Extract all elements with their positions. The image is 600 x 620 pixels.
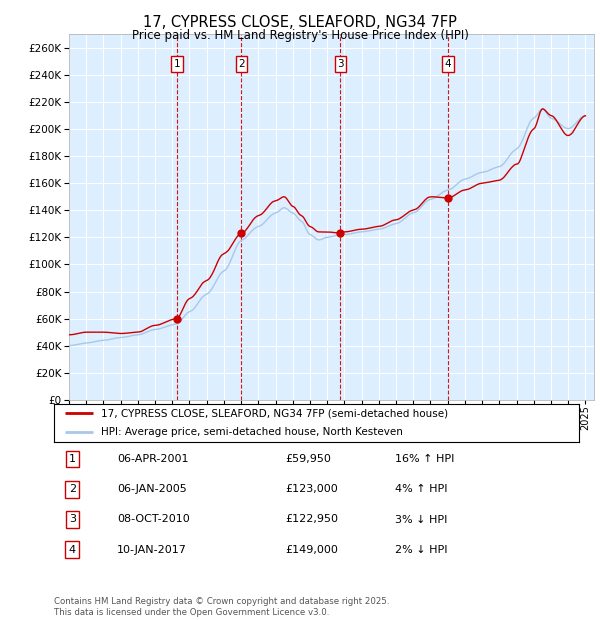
Text: 06-JAN-2005: 06-JAN-2005 xyxy=(117,484,187,494)
Text: 2: 2 xyxy=(69,484,76,494)
Text: 3: 3 xyxy=(337,59,344,69)
Text: 3: 3 xyxy=(69,515,76,525)
Text: 2: 2 xyxy=(238,59,245,69)
Text: 17, CYPRESS CLOSE, SLEAFORD, NG34 7FP: 17, CYPRESS CLOSE, SLEAFORD, NG34 7FP xyxy=(143,15,457,30)
Text: 16% ↑ HPI: 16% ↑ HPI xyxy=(395,454,455,464)
Text: 2% ↓ HPI: 2% ↓ HPI xyxy=(395,545,448,555)
Text: 06-APR-2001: 06-APR-2001 xyxy=(117,454,188,464)
Text: Price paid vs. HM Land Registry's House Price Index (HPI): Price paid vs. HM Land Registry's House … xyxy=(131,29,469,42)
Text: 4: 4 xyxy=(445,59,452,69)
Text: £122,950: £122,950 xyxy=(285,515,338,525)
Text: 4: 4 xyxy=(69,545,76,555)
Text: 10-JAN-2017: 10-JAN-2017 xyxy=(117,545,187,555)
Text: 17, CYPRESS CLOSE, SLEAFORD, NG34 7FP (semi-detached house): 17, CYPRESS CLOSE, SLEAFORD, NG34 7FP (s… xyxy=(101,408,448,419)
Text: 1: 1 xyxy=(173,59,180,69)
Text: 08-OCT-2010: 08-OCT-2010 xyxy=(117,515,190,525)
Text: £59,950: £59,950 xyxy=(285,454,331,464)
Text: 3% ↓ HPI: 3% ↓ HPI xyxy=(395,515,448,525)
Text: 4% ↑ HPI: 4% ↑ HPI xyxy=(395,484,448,494)
Text: 1: 1 xyxy=(69,454,76,464)
Text: Contains HM Land Registry data © Crown copyright and database right 2025.
This d: Contains HM Land Registry data © Crown c… xyxy=(54,598,389,617)
Text: £123,000: £123,000 xyxy=(285,484,338,494)
Text: £149,000: £149,000 xyxy=(285,545,338,555)
Text: HPI: Average price, semi-detached house, North Kesteven: HPI: Average price, semi-detached house,… xyxy=(101,427,403,438)
